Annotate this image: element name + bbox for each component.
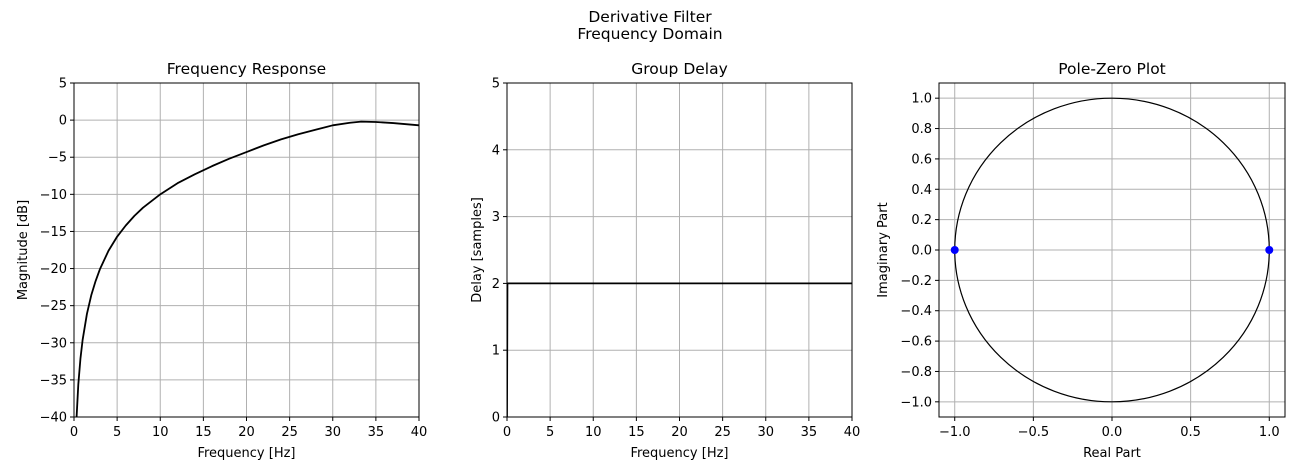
frequency-response-ytick-label: 5 bbox=[59, 77, 67, 92]
pole-zero-ytick-label: 0.8 bbox=[911, 122, 932, 137]
pole-zero-ytick-label: −0.4 bbox=[900, 304, 932, 319]
frequency-response-ytick-label: −40 bbox=[40, 411, 67, 426]
pole-zero-xtick-label: −1.0 bbox=[939, 425, 971, 440]
pole-zero-xtick-label: 0.0 bbox=[1102, 425, 1123, 440]
group-delay-ticks: 0 5 10 15 20 25 30 35 40 0 1 2 3 4 5 bbox=[492, 77, 861, 441]
zero-marker bbox=[1265, 246, 1274, 254]
frequency-response-xtick-label: 0 bbox=[70, 425, 78, 440]
frequency-response-ytick-label: −30 bbox=[40, 336, 67, 351]
frequency-response-title: Frequency Response bbox=[167, 60, 326, 78]
group-delay-ytick-label: 5 bbox=[492, 77, 500, 92]
pole-zero-xlabel: Real Part bbox=[1083, 446, 1141, 461]
frequency-response-xtick-label: 5 bbox=[113, 425, 121, 440]
group-delay-xtick-label: 15 bbox=[628, 425, 645, 440]
group-delay-grid bbox=[506, 82, 853, 418]
frequency-response-series-line bbox=[75, 120, 419, 417]
group-delay-ylabel: Delay [samples] bbox=[470, 197, 485, 303]
zero-marker bbox=[950, 246, 959, 254]
pole-zero-ytick-label: 0.6 bbox=[911, 152, 932, 167]
pole-zero-title: Pole-Zero Plot bbox=[1058, 60, 1166, 78]
group-delay-title: Group Delay bbox=[631, 60, 728, 78]
group-delay-ytick-label: 2 bbox=[492, 277, 500, 292]
frequency-response-xtick-label: 10 bbox=[152, 425, 169, 440]
pole-zero-ylabel: Imaginary Part bbox=[876, 202, 891, 297]
pole-zero-panel: −1.0 −0.5 0.0 0.5 1.0 −1.0 −0.8 −0.6 −0.4 −0.2 0.0… bbox=[876, 60, 1286, 461]
pole-zero-ytick-label: −1.0 bbox=[900, 395, 932, 410]
pole-zero-xtick-label: 0.5 bbox=[1180, 425, 1201, 440]
frequency-response-ytick-label: −15 bbox=[40, 225, 67, 240]
frequency-response-xtick-label: 25 bbox=[281, 425, 298, 440]
frequency-response-ytick-label: −5 bbox=[48, 151, 67, 166]
frequency-response-grid bbox=[73, 82, 420, 418]
frequency-response-xtick-label: 20 bbox=[238, 425, 255, 440]
frequency-response-ytick-label: −35 bbox=[40, 373, 67, 388]
frequency-response-xtick-label: 40 bbox=[411, 425, 428, 440]
group-delay-panel: 0 5 10 15 20 25 30 35 40 0 1 2 3 4 5 Group Delay Frequ… bbox=[470, 60, 860, 461]
pole-zero-ytick-label: 0.0 bbox=[911, 244, 932, 259]
group-delay-ytick-label: 4 bbox=[492, 143, 500, 158]
frequency-response-ytick-label: −10 bbox=[40, 188, 67, 203]
group-delay-xtick-label: 20 bbox=[671, 425, 688, 440]
figure-suptitle-line2: Frequency Domain bbox=[577, 25, 722, 43]
group-delay-xtick-label: 0 bbox=[503, 425, 511, 440]
frequency-response-panel: 0 5 10 15 20 25 30 35 40 −40 −35 −30 −25 −20 −15 −10 −5 0… bbox=[16, 60, 427, 461]
group-delay-ytick-label: 3 bbox=[492, 210, 500, 225]
group-delay-xtick-label: 5 bbox=[546, 425, 554, 440]
pole-zero-ytick-label: −0.2 bbox=[900, 274, 932, 289]
pole-zero-ytick-label: 0.2 bbox=[911, 213, 932, 228]
group-delay-ytick-label: 0 bbox=[492, 411, 500, 426]
frequency-response-ticks: 0 5 10 15 20 25 30 35 40 −40 −35 −30 −25 −20 −15 −10 −5 0… bbox=[40, 77, 428, 441]
pole-zero-xtick-label: 1.0 bbox=[1259, 425, 1280, 440]
group-delay-xtick-label: 35 bbox=[801, 425, 818, 440]
frequency-response-xlabel: Frequency [Hz] bbox=[197, 446, 295, 461]
pole-zero-ytick-label: 0.4 bbox=[911, 183, 932, 198]
pole-zero-xtick-label: −0.5 bbox=[1018, 425, 1050, 440]
pole-zero-ytick-label: −0.6 bbox=[900, 335, 932, 350]
frequency-response-xtick-label: 35 bbox=[368, 425, 385, 440]
pole-zero-ticks: −1.0 −0.5 0.0 0.5 1.0 −1.0 −0.8 −0.6 −0.4 −0.2 0.0… bbox=[900, 92, 1279, 440]
group-delay-ytick-label: 1 bbox=[492, 344, 500, 359]
group-delay-xlabel: Frequency [Hz] bbox=[630, 446, 728, 461]
group-delay-xtick-label: 10 bbox=[585, 425, 602, 440]
frequency-response-xtick-label: 30 bbox=[324, 425, 341, 440]
frequency-response-xtick-label: 15 bbox=[195, 425, 212, 440]
pole-zero-grid bbox=[939, 83, 1285, 417]
pole-zero-ytick-label: −0.8 bbox=[900, 365, 932, 380]
group-delay-xtick-label: 30 bbox=[757, 425, 774, 440]
frequency-response-marks bbox=[75, 120, 419, 417]
frequency-response-ylabel: Magnitude [dB] bbox=[16, 200, 31, 300]
frequency-response-ytick-label: −20 bbox=[40, 262, 67, 277]
frequency-response-ytick-label: 0 bbox=[59, 114, 67, 129]
group-delay-xtick-label: 40 bbox=[844, 425, 861, 440]
frequency-response-ytick-label: −25 bbox=[40, 299, 67, 314]
pole-zero-ytick-label: 1.0 bbox=[911, 92, 932, 107]
group-delay-xtick-label: 25 bbox=[714, 425, 731, 440]
figure-suptitle-line1: Derivative Filter bbox=[588, 8, 712, 26]
